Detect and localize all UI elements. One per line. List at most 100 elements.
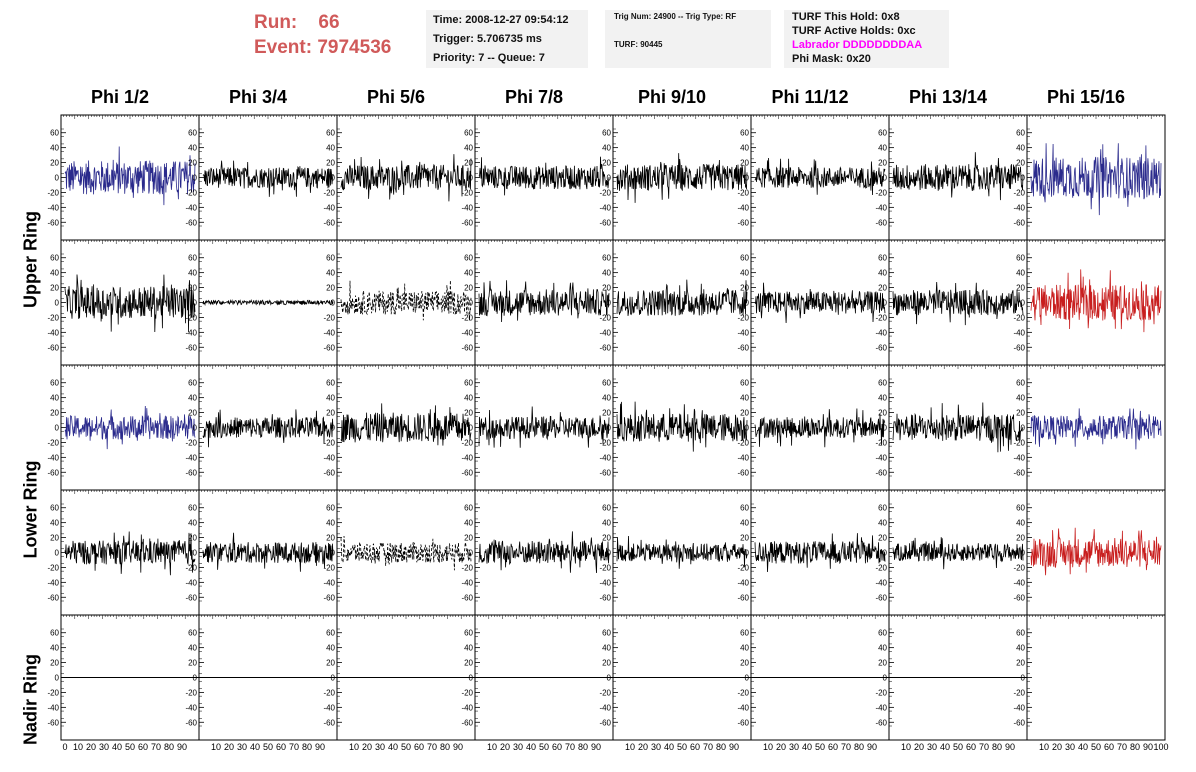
y-tick-label: -60 [1013, 468, 1025, 477]
y-tick-label: 0 [331, 299, 336, 308]
y-tick-label: 0 [469, 549, 474, 558]
y-tick-label: -20 [737, 688, 749, 697]
panel-upper-2-col-8: 60 40 20 0 -20 -40 -60 [1013, 239, 1166, 366]
y-tick-label: 20 [740, 534, 749, 543]
y-tick-label: 0 [607, 674, 612, 683]
y-tick-label: -60 [461, 218, 473, 227]
trace-line [478, 156, 610, 196]
x-tick-label: 50 [815, 742, 825, 752]
y-tick-label: -60 [737, 343, 749, 352]
panel-nadir-1-col-8: 60 40 20 0 -20 -40 -60 [1013, 614, 1166, 741]
trace-line [340, 535, 472, 571]
y-tick-label: 20 [188, 284, 197, 293]
y-tick-label: 60 [602, 379, 611, 388]
run-value: 66 [318, 12, 340, 33]
y-tick-label: 40 [464, 269, 473, 278]
panel-upper-1-col-3: 60 40 20 0 -20 -40 -60 [323, 114, 476, 241]
y-tick-label: 60 [188, 379, 197, 388]
trace-line [64, 146, 196, 206]
y-tick-label: -40 [599, 453, 611, 462]
y-tick-label: 40 [602, 519, 611, 528]
y-tick-label: -60 [47, 218, 59, 227]
y-tick-label: -40 [599, 328, 611, 337]
trace-line [202, 298, 334, 307]
y-tick-label: 0 [745, 549, 750, 558]
y-tick-label: 40 [326, 644, 335, 653]
y-tick-label: -60 [875, 468, 887, 477]
y-tick-label: -60 [461, 593, 473, 602]
trace-line [892, 152, 1024, 201]
event-label: Event: [254, 37, 313, 58]
y-tick-label: -60 [323, 218, 335, 227]
x-tick-label: 70 [1117, 742, 1127, 752]
x-tick-label: 10 [625, 742, 635, 752]
x-tick-label: 20 [914, 742, 924, 752]
panel-upper-1-col-1: 60 40 20 0 -20 -40 -60 [47, 114, 200, 241]
x-tick-label: 90 [1005, 742, 1015, 752]
y-tick-label: 40 [740, 519, 749, 528]
y-tick-label: 60 [878, 504, 887, 513]
y-tick-label: 20 [188, 409, 197, 418]
y-tick-label: 20 [326, 659, 335, 668]
y-tick-label: -60 [185, 218, 197, 227]
y-tick-label: 60 [878, 254, 887, 263]
x-tick-label: 80 [578, 742, 588, 752]
panel-lower-1-col-4: 60 40 20 0 -20 -40 -60 [461, 364, 614, 491]
y-tick-label: -20 [461, 188, 473, 197]
column-label-phi-13-14: Phi 13/14 [908, 87, 988, 107]
trace-line [1030, 527, 1162, 576]
trace-line [616, 279, 748, 316]
x-tick-label: 10 [349, 742, 359, 752]
trace-line [754, 533, 886, 573]
y-tick-label: -60 [461, 343, 473, 352]
x-tick-label: 80 [992, 742, 1002, 752]
panel-nadir-1-col-1: 60 40 20 0 -20 -40 -60 [47, 614, 200, 741]
y-tick-label: -20 [737, 313, 749, 322]
y-tick-label: -40 [47, 203, 59, 212]
y-tick-label: 60 [326, 129, 335, 138]
y-tick-label: -60 [737, 468, 749, 477]
y-tick-label: 20 [740, 409, 749, 418]
y-tick-label: 20 [464, 659, 473, 668]
y-tick-label: 40 [1016, 269, 1025, 278]
x-tick-label: 30 [99, 742, 109, 752]
y-tick-label: -20 [1013, 563, 1025, 572]
panel-lower-2-col-5: 60 40 20 0 -20 -40 -60 [599, 489, 752, 616]
panel-nadir-1-col-4: 60 40 20 0 -20 -40 -60 [461, 614, 614, 741]
y-tick-label: -40 [461, 203, 473, 212]
trace-line [616, 401, 748, 452]
y-tick-label: -20 [1013, 313, 1025, 322]
y-tick-label: 40 [50, 269, 59, 278]
y-tick-label: -40 [47, 578, 59, 587]
y-tick-label: 20 [602, 284, 611, 293]
y-tick-label: 60 [740, 129, 749, 138]
trace-line [202, 160, 334, 197]
y-tick-label: 20 [464, 409, 473, 418]
y-tick-label: 20 [188, 159, 197, 168]
waveform-grid: Phi 1/2 Phi 3/4 Phi 5/6 Phi 7/8 Phi 9/10… [0, 80, 1196, 772]
panel-lower-1-col-5: 60 40 20 0 -20 -40 -60 [599, 364, 752, 491]
y-tick-label: -40 [1013, 328, 1025, 337]
x-tick-label: 10 [487, 742, 497, 752]
y-tick-label: 20 [326, 159, 335, 168]
trace-line [754, 408, 886, 448]
x-tick-label: 50 [1091, 742, 1101, 752]
y-tick-label: 60 [326, 379, 335, 388]
y-tick-label: -40 [1013, 578, 1025, 587]
y-tick-label: -60 [185, 343, 197, 352]
x-tick-label: 80 [302, 742, 312, 752]
y-tick-label: 0 [55, 674, 60, 683]
x-tick-label: 30 [927, 742, 937, 752]
column-label-phi-3-4: Phi 3/4 [228, 87, 288, 107]
y-tick-label: 0 [883, 299, 888, 308]
panel-upper-2-col-3: 60 40 20 0 -20 -40 -60 [323, 239, 476, 366]
x-tick-label: 80 [1130, 742, 1140, 752]
y-tick-label: 60 [740, 629, 749, 638]
y-tick-label: 60 [878, 629, 887, 638]
y-tick-label: -60 [599, 343, 611, 352]
y-tick-label: -40 [737, 328, 749, 337]
y-tick-label: -20 [875, 438, 887, 447]
x-tick-label: 40 [940, 742, 950, 752]
panel-upper-1-col-2: 60 40 20 0 -20 -40 -60 [185, 114, 338, 241]
header: Run: 66 Event: 7974536 Time: 2008-12-27 … [0, 0, 1196, 80]
